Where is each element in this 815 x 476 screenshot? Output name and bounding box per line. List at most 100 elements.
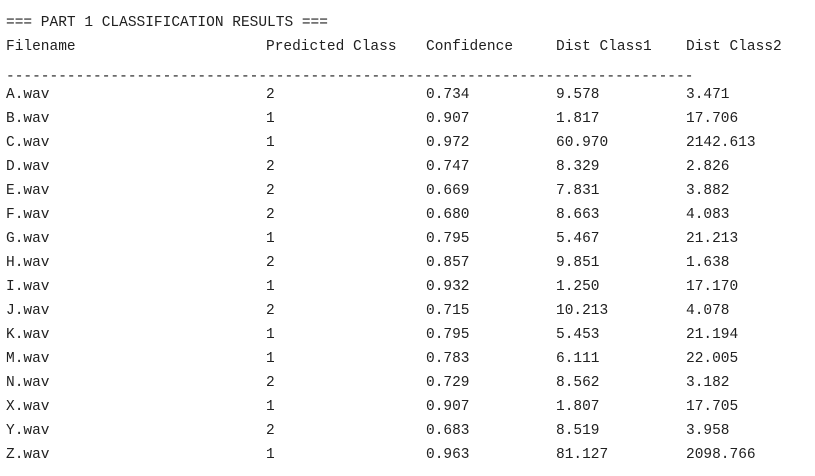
row-confidence: 0.932 bbox=[426, 279, 470, 295]
header-dist-class2: Dist Class2 bbox=[686, 39, 782, 55]
row-filename: E.wav bbox=[6, 183, 50, 199]
row-filename: Y.wav bbox=[6, 423, 50, 439]
table-row: B.wav 1 0.907 1.817 17.706 bbox=[6, 110, 811, 134]
row-confidence: 0.795 bbox=[426, 327, 470, 343]
row-dist-class2: 22.005 bbox=[686, 351, 739, 367]
row-dist-class1: 7.831 bbox=[556, 183, 600, 199]
table-row: Y.wav 2 0.683 8.519 3.958 bbox=[6, 422, 811, 446]
row-dist-class2: 3.471 bbox=[686, 87, 730, 103]
row-filename: J.wav bbox=[6, 303, 50, 319]
row-dist-class1: 1.807 bbox=[556, 399, 600, 415]
row-confidence: 0.972 bbox=[426, 135, 470, 151]
row-confidence: 0.907 bbox=[426, 111, 470, 127]
table-row: H.wav 2 0.857 9.851 1.638 bbox=[6, 254, 811, 278]
row-dist-class2: 17.706 bbox=[686, 111, 739, 127]
table-row: M.wav 1 0.783 6.111 22.005 bbox=[6, 350, 811, 374]
row-confidence: 0.783 bbox=[426, 351, 470, 367]
row-filename: A.wav bbox=[6, 87, 50, 103]
row-dist-class1: 10.213 bbox=[556, 303, 609, 319]
row-filename: B.wav bbox=[6, 111, 50, 127]
table-row: I.wav 1 0.932 1.250 17.170 bbox=[6, 278, 811, 302]
row-dist-class2: 2142.613 bbox=[686, 135, 756, 151]
table-row: N.wav 2 0.729 8.562 3.182 bbox=[6, 374, 811, 398]
row-confidence: 0.683 bbox=[426, 423, 470, 439]
row-dist-class2: 4.078 bbox=[686, 303, 730, 319]
row-dist-class1: 8.663 bbox=[556, 207, 600, 223]
row-predicted-class: 2 bbox=[266, 255, 275, 271]
row-confidence: 0.963 bbox=[426, 447, 470, 463]
row-filename: H.wav bbox=[6, 255, 50, 271]
row-dist-class1: 60.970 bbox=[556, 135, 609, 151]
table-row: C.wav 1 0.972 60.970 2142.613 bbox=[6, 134, 811, 158]
row-confidence: 0.669 bbox=[426, 183, 470, 199]
row-confidence: 0.729 bbox=[426, 375, 470, 391]
row-filename: Z.wav bbox=[6, 447, 50, 463]
row-dist-class2: 17.170 bbox=[686, 279, 739, 295]
row-predicted-class: 1 bbox=[266, 135, 275, 151]
row-filename: G.wav bbox=[6, 231, 50, 247]
row-predicted-class: 1 bbox=[266, 399, 275, 415]
row-dist-class1: 5.467 bbox=[556, 231, 600, 247]
row-predicted-class: 2 bbox=[266, 159, 275, 175]
row-confidence: 0.907 bbox=[426, 399, 470, 415]
row-predicted-class: 2 bbox=[266, 207, 275, 223]
table-row: Z.wav 1 0.963 81.127 2098.766 bbox=[6, 446, 811, 470]
row-predicted-class: 1 bbox=[266, 111, 275, 127]
table-row: E.wav 2 0.669 7.831 3.882 bbox=[6, 182, 811, 206]
table-row: F.wav 2 0.680 8.663 4.083 bbox=[6, 206, 811, 230]
row-filename: N.wav bbox=[6, 375, 50, 391]
row-predicted-class: 2 bbox=[266, 183, 275, 199]
row-confidence: 0.795 bbox=[426, 231, 470, 247]
row-confidence: 0.734 bbox=[426, 87, 470, 103]
row-dist-class1: 1.817 bbox=[556, 111, 600, 127]
table-header: Filename Predicted Class Confidence Dist… bbox=[6, 38, 811, 62]
row-dist-class1: 6.111 bbox=[556, 351, 600, 367]
row-dist-class1: 9.851 bbox=[556, 255, 600, 271]
row-dist-class2: 21.194 bbox=[686, 327, 739, 343]
header-confidence: Confidence bbox=[426, 39, 514, 55]
row-dist-class2: 17.705 bbox=[686, 399, 739, 415]
row-dist-class1: 5.453 bbox=[556, 327, 600, 343]
row-dist-class1: 9.578 bbox=[556, 87, 600, 103]
results-title-text: === PART 1 CLASSIFICATION RESULTS === bbox=[6, 15, 328, 31]
row-dist-class2: 2098.766 bbox=[686, 447, 756, 463]
row-predicted-class: 2 bbox=[266, 423, 275, 439]
separator-line: ----------------------------------------… bbox=[6, 62, 811, 86]
row-dist-class2: 2.826 bbox=[686, 159, 730, 175]
row-filename: X.wav bbox=[6, 399, 50, 415]
row-filename: D.wav bbox=[6, 159, 50, 175]
row-confidence: 0.857 bbox=[426, 255, 470, 271]
header-dist-class1: Dist Class1 bbox=[556, 39, 652, 55]
row-filename: M.wav bbox=[6, 351, 50, 367]
table-row: A.wav 2 0.734 9.578 3.471 bbox=[6, 86, 811, 110]
row-confidence: 0.715 bbox=[426, 303, 470, 319]
separator-text: ----------------------------------------… bbox=[6, 69, 694, 85]
table-row: D.wav 2 0.747 8.329 2.826 bbox=[6, 158, 811, 182]
row-dist-class1: 1.250 bbox=[556, 279, 600, 295]
row-filename: K.wav bbox=[6, 327, 50, 343]
row-dist-class2: 1.638 bbox=[686, 255, 730, 271]
header-predicted-class: Predicted Class bbox=[266, 39, 397, 55]
row-filename: C.wav bbox=[6, 135, 50, 151]
row-predicted-class: 2 bbox=[266, 87, 275, 103]
row-dist-class1: 8.329 bbox=[556, 159, 600, 175]
results-rows: A.wav 2 0.734 9.578 3.471 B.wav 1 0.907 1.817 17.… bbox=[6, 86, 811, 470]
row-predicted-class: 2 bbox=[266, 375, 275, 391]
row-predicted-class: 1 bbox=[266, 279, 275, 295]
row-predicted-class: 1 bbox=[266, 351, 275, 367]
row-predicted-class: 1 bbox=[266, 327, 275, 343]
table-row: X.wav 1 0.907 1.807 17.705 bbox=[6, 398, 811, 422]
results-title: === PART 1 CLASSIFICATION RESULTS === bbox=[6, 14, 811, 38]
row-confidence: 0.747 bbox=[426, 159, 470, 175]
table-row: J.wav 2 0.715 10.213 4.078 bbox=[6, 302, 811, 326]
row-dist-class2: 3.958 bbox=[686, 423, 730, 439]
table-row: G.wav 1 0.795 5.467 21.213 bbox=[6, 230, 811, 254]
row-confidence: 0.680 bbox=[426, 207, 470, 223]
row-dist-class2: 21.213 bbox=[686, 231, 739, 247]
row-dist-class1: 8.562 bbox=[556, 375, 600, 391]
row-dist-class2: 3.882 bbox=[686, 183, 730, 199]
row-predicted-class: 2 bbox=[266, 303, 275, 319]
table-row: K.wav 1 0.795 5.453 21.194 bbox=[6, 326, 811, 350]
row-dist-class1: 8.519 bbox=[556, 423, 600, 439]
console-output: === PART 1 CLASSIFICATION RESULTS === Fi… bbox=[6, 14, 811, 470]
